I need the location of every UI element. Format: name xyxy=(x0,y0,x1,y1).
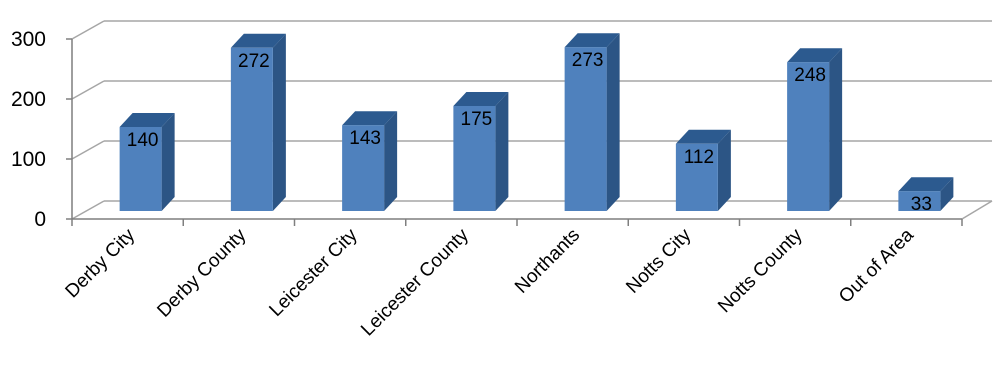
data-label: 112 xyxy=(684,147,714,168)
x-tick-label: Leicester City xyxy=(265,224,362,321)
bar xyxy=(119,127,162,211)
bar xyxy=(787,62,830,212)
bar-side xyxy=(717,129,731,211)
gridline-side xyxy=(71,80,105,100)
bar-top xyxy=(564,33,620,48)
bar-side xyxy=(940,177,954,211)
data-label: 175 xyxy=(461,109,493,130)
bar-top xyxy=(230,33,286,48)
x-tick-label: Derby City xyxy=(62,224,140,302)
y-tick-label: 300 xyxy=(11,28,46,51)
bar-top xyxy=(675,129,731,144)
gridline-side xyxy=(71,200,105,220)
bar-side xyxy=(161,113,175,211)
x-tick-label: Leicester County xyxy=(357,224,473,340)
bar-side xyxy=(829,48,843,212)
y-tick-label: 100 xyxy=(11,148,46,171)
floor-edge xyxy=(961,200,993,220)
data-label: 248 xyxy=(794,65,826,86)
bar xyxy=(453,106,496,211)
bar-side xyxy=(495,92,509,211)
data-label: 273 xyxy=(572,50,604,71)
bar xyxy=(898,191,941,211)
bar-side xyxy=(384,111,398,211)
bar-side xyxy=(606,33,620,212)
bar-top xyxy=(787,48,843,63)
y-tick-label: 0 xyxy=(34,208,46,231)
data-label: 140 xyxy=(127,130,159,151)
bar xyxy=(342,125,385,211)
bar-side xyxy=(272,33,286,211)
x-tick-label: Notts City xyxy=(622,224,695,297)
data-label: 272 xyxy=(238,51,270,72)
gridline-side xyxy=(71,20,105,40)
y-tick-label: 200 xyxy=(11,88,46,111)
bar-top xyxy=(898,177,954,192)
data-label: 33 xyxy=(911,194,932,215)
x-tick-label: Out of Area xyxy=(835,224,918,307)
bar-top xyxy=(453,92,509,106)
x-tick-label: Notts County xyxy=(714,224,807,317)
bar xyxy=(675,143,718,211)
x-tick-label: Northants xyxy=(511,225,584,298)
x-tick-label: Derby County xyxy=(153,224,250,321)
data-label: 143 xyxy=(349,128,381,149)
bar xyxy=(564,47,607,212)
bar xyxy=(230,47,273,211)
bar-top xyxy=(119,113,175,127)
gridline-side xyxy=(71,140,105,160)
bar-top xyxy=(342,111,398,126)
